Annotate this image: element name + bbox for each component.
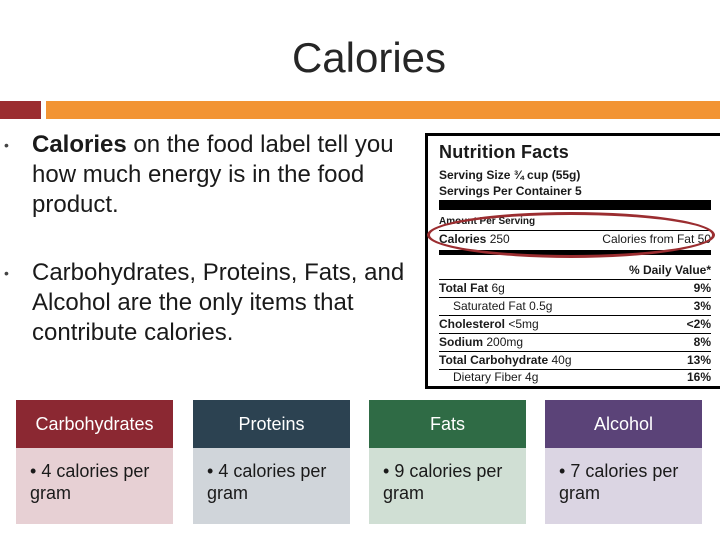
nutrition-facts-label: Nutrition Facts Serving Size ¾ cup (55g)… — [425, 133, 720, 389]
nutrient-row: Total Fat 6g 9% — [439, 281, 711, 295]
servings-per-container: Servings Per Container 5 — [439, 184, 582, 198]
card-body: • 7 calories per gram — [545, 448, 702, 524]
serving-size: Serving Size ¾ cup (55g) — [439, 168, 581, 182]
slide-title: Calories — [291, 34, 447, 81]
thick-divider — [439, 200, 711, 210]
card-item: • 9 calories per gram — [383, 461, 503, 503]
card-item: • 4 calories per gram — [207, 461, 327, 503]
card-body: • 4 calories per gram — [193, 448, 350, 524]
nutrient-row: Saturated Fat 0.5g 3% — [453, 299, 711, 313]
bullet-rest-text: on the food label tell you how much ener… — [32, 131, 394, 218]
divider — [439, 369, 711, 370]
accent-bar-red — [0, 101, 41, 119]
nutrient-row: Sodium 200mg 8% — [439, 335, 711, 349]
daily-value-header: % Daily Value* — [628, 263, 711, 277]
card-body: • 9 calories per gram — [369, 448, 526, 524]
divider — [439, 333, 711, 334]
card-title: Carbohydrates — [16, 400, 173, 448]
card-title: Fats — [369, 400, 526, 448]
nutrient-row: Cholesterol <5mg <2% — [439, 317, 711, 331]
bullet-text: Carbohydrates, Proteins, Fats, and Alcoh… — [32, 259, 405, 346]
nutrient-row: Total Carbohydrate 40g 13% — [439, 353, 711, 367]
bullet-text: Calories on the food label tell you how … — [32, 130, 407, 220]
nutrient-row: Dietary Fiber 4g 16% — [453, 370, 711, 384]
divider — [439, 279, 711, 280]
nutrition-facts-title: Nutrition Facts — [439, 142, 570, 162]
accent-bar-orange — [46, 101, 720, 119]
bullet-icon: • — [4, 137, 9, 153]
bullet-icon: • — [4, 265, 9, 281]
card-title: Alcohol — [545, 400, 702, 448]
daily-value-header-row: % Daily Value* — [439, 263, 711, 279]
divider — [439, 297, 711, 298]
divider — [439, 315, 711, 316]
card-body: • 4 calories per gram — [16, 448, 173, 524]
card-title: Proteins — [193, 400, 350, 448]
card-item: • 4 calories per gram — [30, 461, 150, 503]
bullet-bold-text: Calories — [32, 131, 127, 158]
calories-highlight-oval — [427, 212, 715, 258]
divider — [439, 351, 711, 352]
card-item: • 7 calories per gram — [559, 461, 679, 503]
